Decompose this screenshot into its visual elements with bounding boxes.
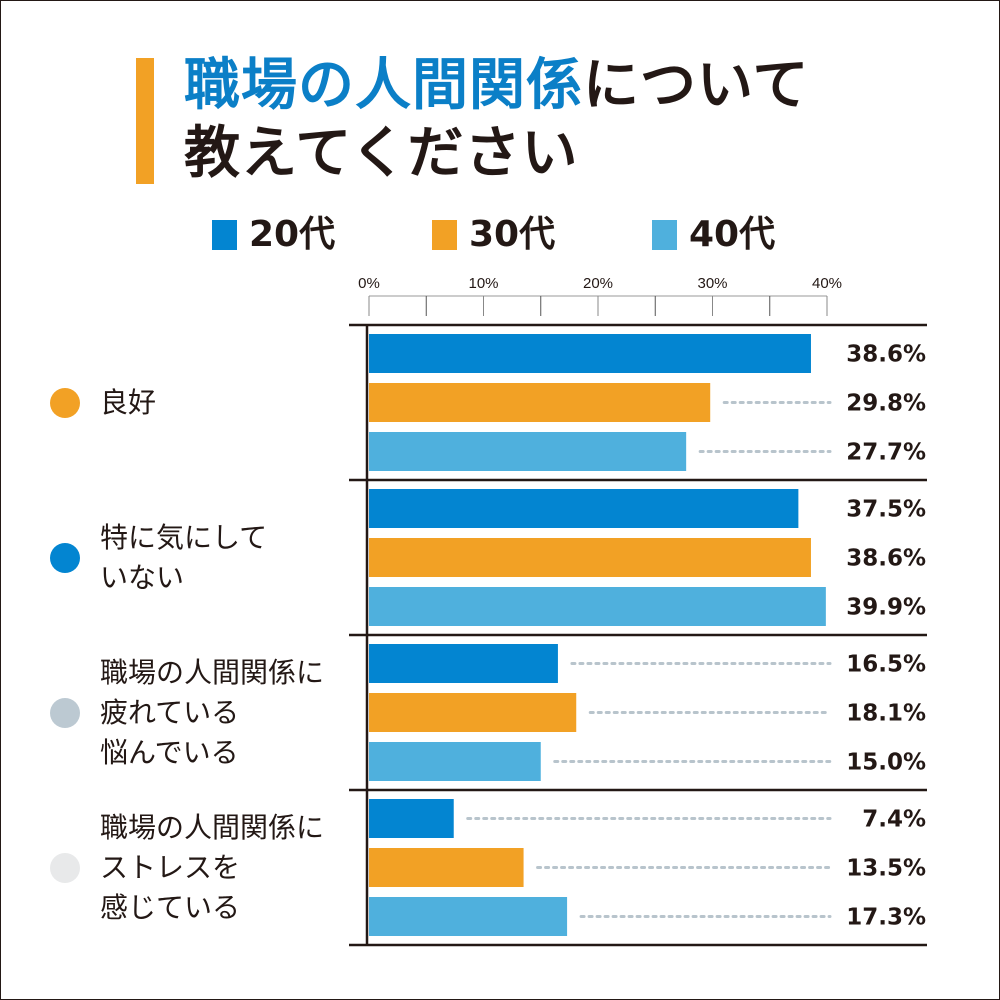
legend-label-20s: 20代 [249, 214, 336, 255]
legend-item-30s: 30代 [432, 212, 555, 258]
legend-item-20s: 20代 [212, 212, 335, 258]
bar-30代-0 [369, 383, 711, 422]
value-label: 18.1% [846, 701, 926, 727]
value-label: 16.5% [846, 652, 926, 678]
axis-tick-label: 0% [358, 275, 380, 292]
title-line-1: 職場の人間関係について [184, 52, 809, 120]
value-label: 17.3% [846, 905, 926, 931]
legend-label-30s: 30代 [469, 214, 556, 255]
bar-30代-2 [369, 693, 577, 732]
legend-swatch-40s [652, 220, 677, 250]
legend-swatch-30s [432, 220, 457, 250]
bar-20代-3 [369, 799, 454, 838]
value-label: 37.5% [846, 497, 926, 523]
value-label: 29.8% [846, 391, 926, 417]
value-label: 38.6% [846, 546, 926, 572]
category-dot-icon [50, 387, 80, 418]
category-label: 職場の人間関係に 疲れている 悩んでいる [100, 655, 325, 769]
bar-20代-1 [369, 489, 799, 528]
bar-40代-1 [369, 587, 826, 626]
category-label: 職場の人間関係に ストレスを 感じている [100, 810, 325, 924]
category-label: 特に気にして いない [100, 520, 268, 594]
category-dot-icon [50, 697, 80, 728]
title-accent-bar [136, 58, 154, 184]
chart-title: 職場の人間関係について 教えてください [184, 52, 809, 188]
value-label: 39.9% [846, 595, 926, 621]
category-dot-icon [50, 542, 80, 573]
bar-40代-0 [369, 432, 687, 471]
category-dot-icon [50, 852, 80, 883]
bar-40代-2 [369, 742, 541, 781]
bar-40代-3 [369, 897, 568, 936]
legend-item-40s: 40代 [652, 212, 775, 258]
value-label: 38.6% [846, 342, 926, 368]
value-label: 27.7% [846, 440, 926, 466]
value-label: 15.0% [846, 750, 926, 776]
title-accent-text: 職場の人間関係 [184, 53, 583, 118]
legend: 20代 30代 40代 [0, 212, 1000, 258]
legend-label-40s: 40代 [689, 214, 776, 255]
legend-swatch-20s [212, 220, 237, 250]
axis-tick-label: 10% [468, 275, 498, 292]
bar-20代-2 [369, 644, 558, 683]
value-label: 7.4% [862, 807, 926, 833]
axis-tick-label: 40% [812, 275, 842, 292]
title-line1-rest: について [583, 53, 810, 118]
bar-20代-0 [369, 334, 811, 373]
axis-tick-label: 30% [697, 275, 727, 292]
bar-30代-1 [369, 538, 811, 577]
value-label: 13.5% [846, 856, 926, 882]
axis-tick-label: 20% [583, 275, 613, 292]
category-label: 良好 [100, 385, 157, 419]
bar-30代-3 [369, 848, 524, 887]
title-line-2: 教えてください [184, 121, 579, 186]
